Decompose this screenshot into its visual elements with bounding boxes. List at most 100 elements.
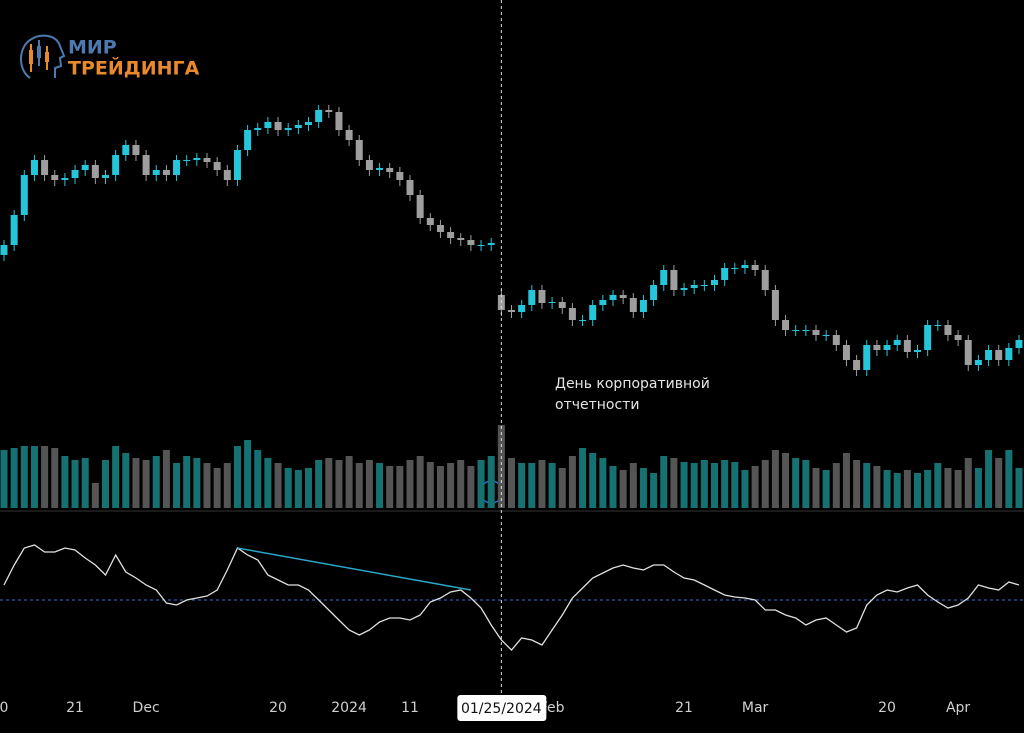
candle-body — [142, 155, 150, 175]
candle-body — [619, 295, 627, 298]
volume-bar — [1005, 450, 1013, 508]
logo-candle — [37, 46, 41, 58]
candle-body — [985, 350, 993, 360]
candle-body — [213, 162, 221, 170]
candle-body — [812, 330, 820, 335]
volume-bar — [0, 450, 8, 508]
volume-bar — [863, 463, 871, 508]
volume-bar — [914, 473, 921, 508]
candle-body — [903, 340, 911, 352]
x-tick-label: 20 — [269, 700, 287, 716]
candle-body — [883, 345, 891, 350]
candle-body — [20, 175, 28, 215]
volume-bar — [142, 460, 150, 508]
volume-bar — [619, 470, 627, 508]
volume-bar — [903, 470, 911, 508]
candle-body — [487, 243, 495, 245]
volume-bar — [497, 425, 505, 508]
volume-bar — [284, 468, 292, 508]
candle-body — [467, 240, 475, 245]
candle-body — [995, 350, 1003, 360]
logo-candle — [45, 52, 49, 62]
volume-bar — [893, 473, 901, 508]
crosshair-label: 01/25/2024 — [461, 701, 542, 717]
candle-body — [447, 232, 455, 238]
candle-body — [792, 330, 800, 331]
volume-bar — [985, 450, 993, 508]
candle-body — [670, 270, 678, 290]
volume-bar — [213, 468, 221, 508]
candle-body — [294, 125, 302, 128]
candle-body — [873, 345, 881, 350]
candle-body — [264, 122, 272, 128]
candle-body — [548, 302, 556, 303]
x-tick-label: 20 — [878, 700, 896, 716]
candle-body — [305, 122, 312, 125]
candle-body — [477, 245, 485, 246]
candle-body — [436, 225, 444, 232]
candle-body — [71, 170, 79, 178]
volume-bar — [436, 466, 444, 508]
candle-body — [132, 145, 140, 155]
volume-bar — [467, 466, 475, 508]
volume-bar — [568, 456, 576, 508]
candle-body — [61, 178, 69, 180]
candle-body — [599, 300, 607, 305]
x-tick-label: 21 — [66, 700, 84, 716]
volume-bar — [751, 466, 759, 508]
candle-body — [558, 302, 566, 308]
volume-bar — [233, 446, 241, 508]
candle-body — [924, 325, 932, 350]
volume-bar — [294, 470, 302, 508]
volume-bar — [964, 458, 972, 508]
candle-body — [335, 112, 343, 130]
candle-body — [162, 170, 170, 175]
candle-body — [731, 268, 739, 269]
volume-bar — [711, 463, 718, 508]
volume-bar — [173, 463, 181, 508]
x-tick-label: 0 — [0, 700, 8, 716]
volume-bar — [680, 462, 688, 508]
candle-body — [700, 285, 708, 286]
x-tick-label: Dec — [133, 700, 160, 716]
candle-body — [650, 285, 658, 300]
volume-bar — [152, 456, 160, 508]
volume-bar — [355, 463, 363, 508]
candle-body — [183, 160, 191, 161]
candle-body — [508, 310, 515, 312]
volume-bar — [91, 483, 99, 508]
candle-body — [771, 290, 779, 320]
volume-bar — [944, 468, 952, 508]
candle-body — [274, 122, 282, 130]
logo: МИР ТРЕЙДИНГА — [20, 34, 200, 80]
volume-bar — [41, 446, 49, 508]
volume-bar — [457, 460, 465, 508]
candle-body — [406, 180, 414, 195]
volume-bar — [426, 462, 434, 508]
candle-body — [802, 330, 810, 331]
candle-body — [914, 350, 921, 352]
volume-bar — [700, 460, 708, 508]
candle-body — [721, 268, 729, 280]
candle-body — [254, 128, 262, 130]
x-tick-label: Mar — [742, 700, 769, 716]
volume-bar — [934, 463, 942, 508]
volume-bar — [995, 458, 1003, 508]
candle-body — [365, 160, 373, 170]
volume-bar — [741, 470, 749, 508]
candle-body — [233, 150, 241, 180]
volume-bar — [974, 468, 982, 508]
volume-bar — [386, 466, 394, 508]
oscillator-line — [3, 544, 1020, 651]
volume-bar — [873, 466, 881, 508]
candle-body — [0, 245, 8, 255]
candle-body — [51, 175, 59, 180]
volume-bar — [599, 458, 607, 508]
volume-bar — [396, 466, 404, 508]
volume-bar — [812, 468, 820, 508]
volume-bar — [771, 450, 779, 508]
volume-bar — [650, 473, 658, 508]
volume-bar — [71, 460, 79, 508]
candle-body — [10, 215, 18, 245]
